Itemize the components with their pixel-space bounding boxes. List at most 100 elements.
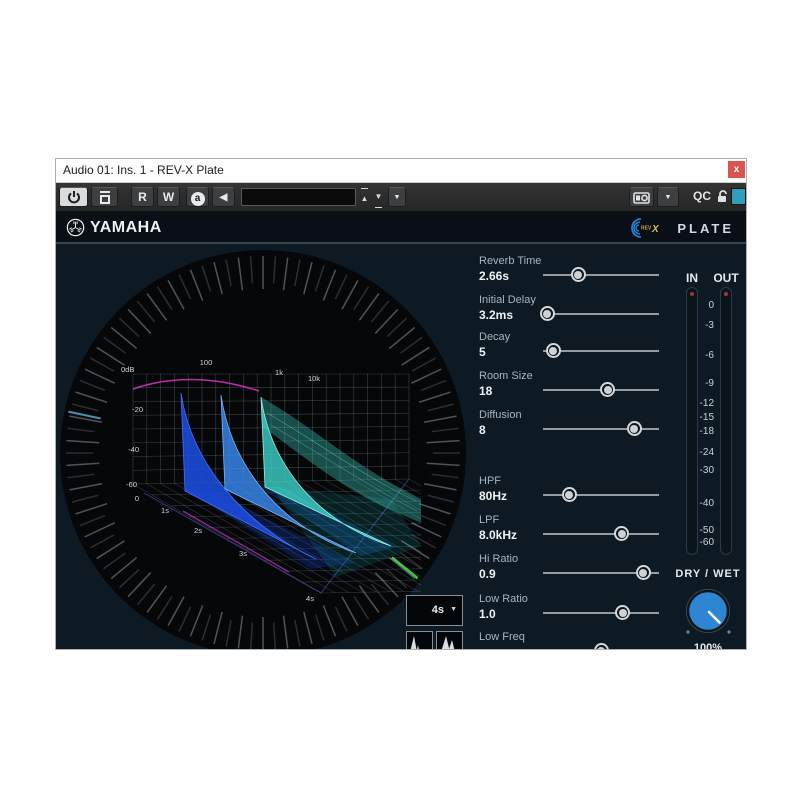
read-automation-button[interactable]: R: [131, 187, 154, 207]
grid-line: [84, 522, 115, 538]
dry-wet-knob[interactable]: [682, 587, 734, 639]
grid-line: [90, 534, 115, 549]
param-slider[interactable]: [543, 263, 659, 287]
grid-line: [167, 596, 185, 626]
param-slider-track: [543, 350, 659, 352]
grid-line: [67, 473, 95, 479]
preset-name-input[interactable]: [241, 188, 356, 206]
knob-inner: [549, 346, 558, 355]
switch-editor-button[interactable]: ◀: [212, 187, 235, 207]
param-slider[interactable]: [544, 639, 658, 649]
param-slider[interactable]: [543, 339, 659, 363]
brand-name: YAMAHA: [90, 218, 162, 236]
qc-color-swatch[interactable]: [731, 188, 746, 205]
grid-line: [79, 379, 106, 392]
param-slider-knob[interactable]: [593, 643, 609, 649]
grid-line: [272, 622, 277, 649]
grid-line: [69, 482, 103, 491]
grid-line: [146, 585, 168, 613]
grid-line: [84, 368, 115, 384]
main-panel: 0dB -20 -40 -60 0 100 1k 10k 1s 2s 3s 4s…: [56, 244, 746, 649]
preset-menu-button[interactable]: ▼: [388, 187, 406, 207]
grid-line: [370, 583, 390, 606]
grid-line: [178, 274, 192, 300]
grid-line: [75, 502, 108, 515]
param-slider[interactable]: [543, 483, 659, 507]
next-preset-button[interactable]: ▼: [372, 188, 385, 208]
automation-panel-button[interactable]: a: [186, 187, 209, 207]
grid-line: [72, 494, 99, 503]
param-slider-knob[interactable]: [614, 526, 630, 541]
param-slider[interactable]: [543, 378, 659, 402]
grid-line: [96, 346, 125, 366]
param-slider-knob[interactable]: [600, 382, 616, 397]
param-slider-knob[interactable]: [539, 306, 555, 321]
bypass-icon: [99, 191, 110, 204]
freq-axis-label: 100: [200, 358, 213, 367]
snapshot-button[interactable]: [629, 187, 654, 207]
param-slider[interactable]: [543, 417, 659, 441]
grid-line: [320, 590, 421, 594]
param-slider-knob[interactable]: [615, 605, 631, 620]
grid-line: [156, 286, 173, 310]
ridge-100hz: [180, 392, 317, 560]
dry-wet-label: DRY / WET: [675, 568, 741, 580]
plugin-window: Audio 01: Ins. 1 - REV-X Plate x R W a ◀…: [55, 158, 747, 650]
output-meter: [720, 287, 732, 555]
chevron-down-icon: ▼: [393, 194, 401, 201]
time-range-dropdown[interactable]: 4s ▼: [406, 595, 463, 626]
brand-header: YAMAHA REV X PLATE: [56, 211, 746, 244]
ridge-shadow: [259, 486, 397, 556]
bypass-button[interactable]: [91, 187, 118, 207]
grid-line: [423, 482, 457, 491]
grid-line: [213, 611, 223, 644]
program-name: PLATE: [677, 220, 734, 236]
grid-line: [420, 379, 447, 392]
param-slider[interactable]: [539, 302, 659, 326]
write-automation-button[interactable]: W: [157, 187, 180, 207]
time-axis-label: 1s: [161, 506, 169, 515]
grid-line: [127, 308, 152, 334]
grid-line: [132, 426, 410, 430]
param-slider-knob[interactable]: [626, 421, 642, 436]
origin-label: 0: [135, 494, 139, 503]
param-slider[interactable]: [543, 601, 659, 625]
param-row: Low Ratio 1.0: [479, 593, 746, 633]
param-value: 80Hz: [479, 489, 508, 503]
grid-line: [103, 552, 126, 570]
close-button[interactable]: x: [728, 161, 745, 178]
param-slider-knob[interactable]: [570, 267, 586, 282]
snapshot-menu-button[interactable]: ▼: [657, 187, 679, 207]
meter-scale-label: -40: [699, 498, 714, 509]
grid-line: [132, 386, 410, 389]
meter-scale-label: -30: [699, 465, 714, 476]
grid-line: [418, 391, 451, 404]
qc-lock-button[interactable]: [716, 189, 729, 209]
previous-preset-button[interactable]: ▲: [358, 188, 371, 206]
grid-line: [132, 413, 410, 416]
param-row: Hi Ratio 0.9: [479, 553, 746, 593]
knob-inner: [617, 529, 626, 538]
brand-logo: YAMAHA: [66, 218, 162, 237]
param-slider[interactable]: [543, 561, 659, 585]
grid-line: [411, 534, 436, 549]
param-label: HPF: [479, 475, 501, 487]
impulse-view-button[interactable]: [406, 631, 433, 649]
grid-line: [69, 415, 103, 424]
grid-line: [282, 615, 289, 649]
param-slider-knob[interactable]: [561, 487, 577, 502]
grid-line: [427, 494, 454, 503]
grid-line: [353, 286, 370, 310]
param-slider-knob[interactable]: [545, 343, 561, 358]
grid-line: [400, 336, 423, 354]
grid-line: [388, 326, 416, 350]
power-button[interactable]: [59, 187, 88, 207]
meter-scale-label: -9: [705, 378, 714, 389]
grid-line: [381, 479, 421, 503]
param-slider-knob[interactable]: [635, 565, 651, 580]
meter-in-label: IN: [686, 271, 698, 285]
param-slider[interactable]: [543, 522, 659, 546]
envelope-view-button[interactable]: [436, 631, 463, 649]
toolbar: R W a ◀ ▲ ▼ ▼ ▼ QC: [56, 183, 746, 211]
